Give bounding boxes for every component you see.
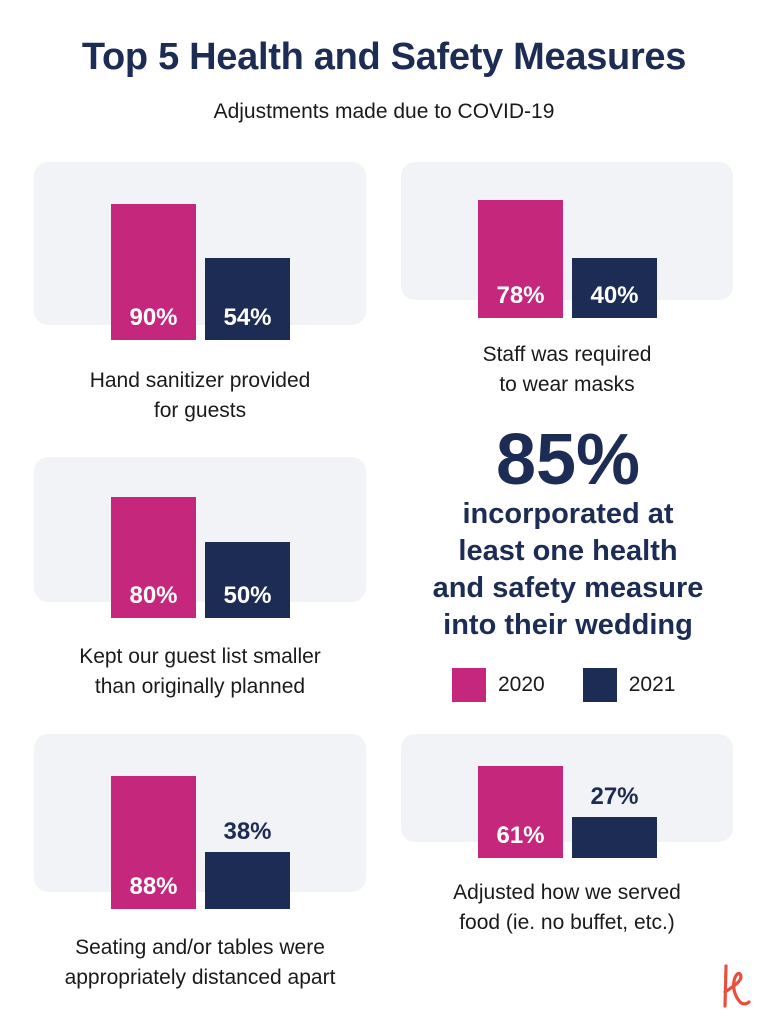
legend-swatch-2021 [582, 668, 617, 702]
bar-hand-sanitizer-2020 [111, 204, 196, 340]
panel-seating-distanced [34, 734, 366, 892]
callout-value: 85% [495, 420, 641, 500]
bar-staff-masks-2020 [478, 200, 563, 318]
caption-hand-sanitizer: Hand sanitizer provided for guests [89, 369, 311, 422]
bar-seating-distanced-2020 [111, 776, 196, 909]
bar-hand-sanitizer-2021 [205, 258, 290, 340]
page-subtitle: Adjustments made due to COVID-19 [213, 100, 555, 123]
legend-item-2021: 2021 [582, 668, 676, 702]
bar-label-staff-masks-2020: 78% [496, 282, 545, 309]
bar-staff-masks-2021 [572, 258, 657, 318]
bar-label-food-service-2021: 27% [590, 783, 639, 810]
legend: 2020 2021 [452, 667, 713, 703]
bar-label-guest-list-2021: 50% [223, 582, 272, 609]
caption-food-service: Adjusted how we served food (ie. no buff… [453, 881, 681, 934]
bar-label-seating-distanced-2020: 88% [129, 873, 178, 900]
panel-staff-masks [401, 162, 733, 300]
caption-guest-list: Kept our guest list smaller than origina… [79, 645, 321, 698]
callout-text: incorporated at least one health and saf… [432, 498, 704, 641]
bar-label-hand-sanitizer-2020: 90% [129, 304, 178, 331]
bar-label-seating-distanced-2021: 38% [223, 818, 272, 845]
bar-guest-list-2021 [205, 542, 290, 618]
panel-hand-sanitizer [34, 162, 366, 325]
legend-label-2020: 2020 [498, 673, 545, 696]
panel-guest-list [34, 457, 366, 602]
caption-staff-masks: Staff was required to wear masks [482, 343, 652, 396]
k-logo-icon [723, 964, 751, 1008]
bar-label-guest-list-2020: 80% [129, 582, 178, 609]
panel-food-service [401, 734, 733, 842]
page-title: Top 5 Health and Safety Measures [81, 36, 687, 78]
bar-label-staff-masks-2021: 40% [590, 282, 639, 309]
bar-guest-list-2020 [111, 497, 196, 618]
bar-label-hand-sanitizer-2021: 54% [223, 304, 272, 331]
legend-label-2021: 2021 [628, 673, 676, 696]
caption-seating-distanced: Seating and/or tables were appropriately… [64, 936, 336, 989]
bar-food-service-2021 [572, 817, 657, 858]
bar-seating-distanced-2021 [205, 852, 290, 909]
legend-swatch-2020 [452, 668, 486, 702]
legend-item-2020: 2020 [452, 668, 545, 702]
bar-food-service-2020 [478, 766, 563, 858]
bar-label-food-service-2020: 61% [496, 822, 545, 849]
